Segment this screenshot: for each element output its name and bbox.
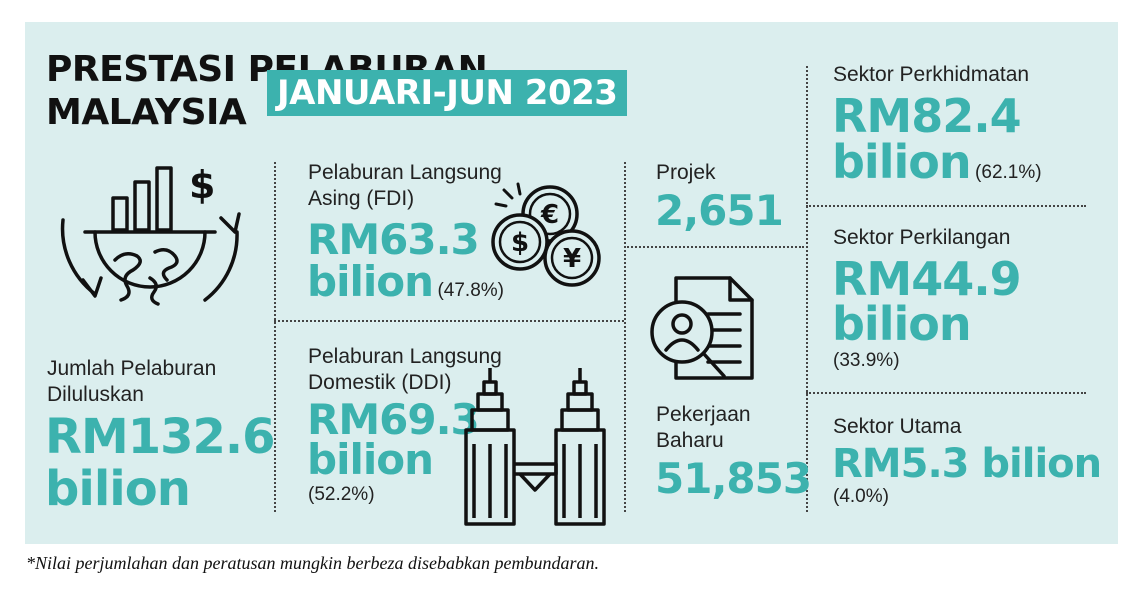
primary-pct: (4.0%) — [833, 486, 889, 507]
divider-services-manufacturing — [806, 205, 1086, 207]
services-pct: (62.1%) — [975, 162, 1042, 183]
fdi-pct: (47.8%) — [437, 280, 504, 301]
svg-text:€: € — [540, 200, 559, 230]
jobs-label-2: Baharu — [656, 429, 724, 452]
divider-col2 — [624, 162, 626, 512]
coins-icon: € $ ¥ — [491, 182, 601, 287]
svg-text:¥: ¥ — [563, 244, 581, 274]
divider-col3 — [806, 66, 808, 512]
services-unit: bilion — [832, 135, 972, 189]
services-unit-row: bilion (62.1%) — [832, 138, 1042, 186]
footnote: *Nilai perjumlahan dan peratusan mungkin… — [26, 553, 599, 573]
divider-projects-jobs — [624, 246, 804, 248]
projects-value: 2,651 — [655, 186, 784, 235]
services-value: RM82.4 — [832, 89, 1022, 143]
fdi-unit: bilion — [307, 257, 434, 306]
ddi-unit: bilion — [307, 435, 434, 484]
fdi-value: RM63.3 — [307, 215, 480, 264]
divider-col1 — [274, 162, 276, 512]
total-value: RM132.6 — [45, 409, 276, 465]
primary-label: Sektor Utama — [833, 415, 962, 438]
manufacturing-value: RM44.9 — [832, 252, 1022, 306]
petronas-towers-icon — [464, 368, 606, 526]
ddi-value: RM69.3 — [307, 395, 480, 444]
title-highlight: JANUARI-JUN 2023 — [267, 70, 628, 116]
fdi-label: Pelaburan Langsung Asing (FDI) — [308, 161, 502, 210]
fdi-unit-row: bilion (47.8%) — [307, 260, 504, 304]
total-label: Jumlah Pelaburan Diluluskan — [47, 357, 217, 406]
svg-text:$: $ — [189, 163, 215, 207]
svg-text:$: $ — [511, 228, 529, 258]
jobs-label-1: Pekerjaan — [656, 403, 751, 426]
ddi-label: Pelaburan Langsung Domestik (DDI) — [308, 345, 502, 394]
divider-fdi-ddi — [274, 320, 624, 322]
services-label: Sektor Perkhidmatan — [833, 63, 1030, 86]
document-search-icon — [650, 276, 754, 380]
jobs-value: 51,853 — [655, 454, 812, 503]
manufacturing-pct: (33.9%) — [833, 350, 900, 371]
divider-manufacturing-primary — [806, 392, 1086, 394]
primary-value: RM5.3 bilion — [832, 441, 1102, 487]
growth-globe-icon: $ — [60, 163, 241, 306]
ddi-pct: (52.2%) — [308, 484, 375, 505]
manufacturing-label: Sektor Perkilangan — [833, 226, 1011, 249]
total-unit: bilion — [45, 461, 191, 517]
title-line-2: MALAYSIA — [46, 92, 247, 133]
projects-label: Projek — [656, 161, 716, 184]
manufacturing-unit: bilion — [832, 297, 972, 351]
